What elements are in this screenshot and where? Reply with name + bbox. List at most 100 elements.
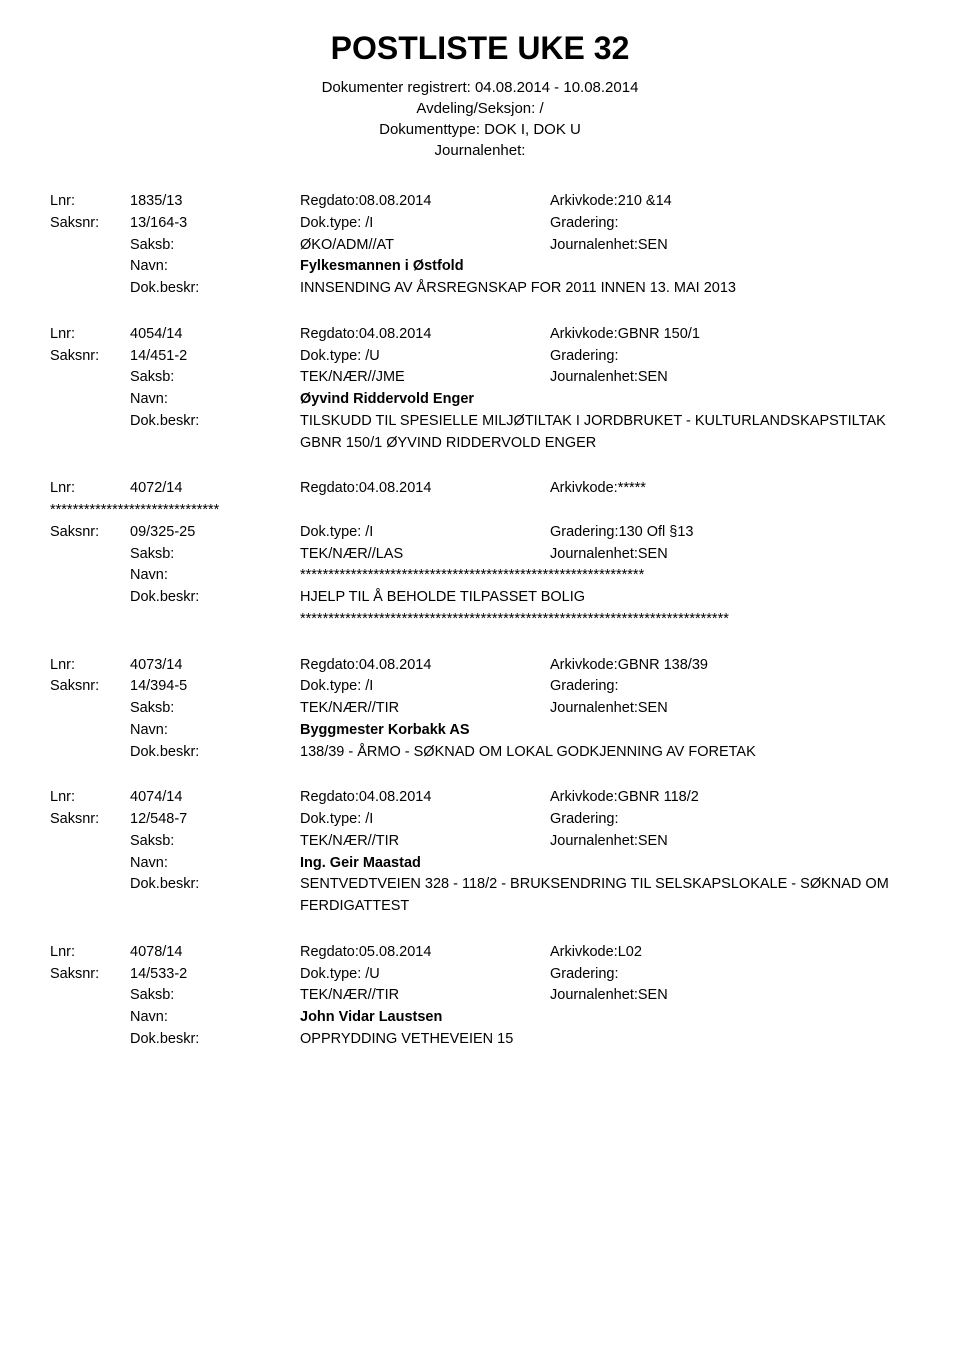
indent: [50, 587, 130, 609]
entry: Lnr:4073/14Regdato:04.08.2014Arkivkode:G…: [50, 655, 910, 764]
gradering: Gradering:: [550, 809, 910, 831]
entry-row-lnr: Lnr:4078/14Regdato:05.08.2014Arkivkode:L…: [50, 942, 910, 964]
saksnr-value: 13/164-3: [130, 213, 300, 235]
saksnr-value: 14/394-5: [130, 676, 300, 698]
dokbeskr-label: Dok.beskr:: [130, 411, 300, 455]
entry-row-saksb: Saksb:TEK/NÆR//TIRJournalenhet:SEN: [50, 698, 910, 720]
entry-row-dokbeskr: Dok.beskr:INNSENDING AV ÅRSREGNSKAP FOR …: [50, 278, 910, 300]
lnr-label: Lnr:: [50, 324, 130, 346]
lnr-value: 4078/14: [130, 942, 300, 964]
entry-row-saksb: Saksb:TEK/NÆR//JMEJournalenhet:SEN: [50, 367, 910, 389]
saksb-value: TEK/NÆR//JME: [300, 367, 550, 389]
entry: Lnr:4072/14Regdato:04.08.2014Arkivkode:*…: [50, 478, 910, 630]
saksnr-label: Saksnr:: [50, 346, 130, 368]
saksnr-label: Saksnr:: [50, 522, 130, 544]
entry-row-saksnr: Saksnr:13/164-3Dok.type: /IGradering:: [50, 213, 910, 235]
entry-row-lnr: Lnr:4074/14Regdato:04.08.2014Arkivkode:G…: [50, 787, 910, 809]
entry-row-dokbeskr: Dok.beskr:TILSKUDD TIL SPESIELLE MILJØTI…: [50, 411, 910, 455]
arkivkode: Arkivkode:L02: [550, 942, 910, 964]
doktype: Dok.type: /I: [300, 676, 550, 698]
entry-row-lnr: Lnr:4054/14Regdato:04.08.2014Arkivkode:G…: [50, 324, 910, 346]
doktype: Dok.type: /I: [300, 213, 550, 235]
lnr-value: 4072/14: [130, 478, 300, 500]
navn-value: Byggmester Korbakk AS: [300, 720, 900, 742]
entry-row-dokbeskr: Dok.beskr:HJELP TIL Å BEHOLDE TILPASSET …: [50, 587, 910, 609]
dokbeskr-label: Dok.beskr:: [130, 742, 300, 764]
journalenhet: Journalenhet:SEN: [550, 544, 910, 566]
entry-row-saksb: Saksb:TEK/NÆR//TIRJournalenhet:SEN: [50, 985, 910, 1007]
entry: Lnr:1835/13Regdato:08.08.2014Arkivkode:2…: [50, 191, 910, 300]
asterisk-separator-after: ****************************************…: [50, 609, 910, 631]
gradering: Gradering:: [550, 964, 910, 986]
saksb-label: Saksb:: [130, 985, 300, 1007]
saksnr-label: Saksnr:: [50, 964, 130, 986]
entry-row-navn: Navn:John Vidar Laustsen: [50, 1007, 910, 1029]
gradering: Gradering:: [550, 213, 910, 235]
saksnr-label: Saksnr:: [50, 809, 130, 831]
lnr-label: Lnr:: [50, 655, 130, 677]
saksnr-value: 14/533-2: [130, 964, 300, 986]
entry-row-saksb: Saksb:TEK/NÆR//TIRJournalenhet:SEN: [50, 831, 910, 853]
entries-list: Lnr:1835/13Regdato:08.08.2014Arkivkode:2…: [50, 191, 910, 1051]
regdato: Regdato:08.08.2014: [300, 191, 550, 213]
entry-row-saksnr: Saksnr:14/451-2Dok.type: /UGradering:: [50, 346, 910, 368]
doktype: Dok.type: /U: [300, 346, 550, 368]
entry: Lnr:4078/14Regdato:05.08.2014Arkivkode:L…: [50, 942, 910, 1051]
saksnr-value: 12/548-7: [130, 809, 300, 831]
entry-row-saksnr: Saksnr:12/548-7Dok.type: /IGradering:: [50, 809, 910, 831]
indent: [50, 235, 130, 257]
header-line-4: Journalenhet:: [50, 140, 910, 161]
dokbeskr-value: TILSKUDD TIL SPESIELLE MILJØTILTAK I JOR…: [300, 411, 900, 455]
entry-row-saksb: Saksb:TEK/NÆR//LASJournalenhet:SEN: [50, 544, 910, 566]
navn-value: Ing. Geir Maastad: [300, 853, 900, 875]
indent: [50, 1029, 130, 1051]
entry-row-navn: Navn:Byggmester Korbakk AS: [50, 720, 910, 742]
lnr-label: Lnr:: [50, 478, 130, 500]
indent: [50, 256, 130, 278]
navn-value: ****************************************…: [300, 565, 900, 587]
navn-label: Navn:: [130, 720, 300, 742]
entry-row-navn: Navn:Øyvind Riddervold Enger: [50, 389, 910, 411]
indent: [50, 367, 130, 389]
header-line-3: Dokumenttype: DOK I, DOK U: [50, 119, 910, 140]
navn-value: Øyvind Riddervold Enger: [300, 389, 900, 411]
arkivkode: Arkivkode:GBNR 138/39: [550, 655, 910, 677]
entry-row-lnr: Lnr:4072/14Regdato:04.08.2014Arkivkode:*…: [50, 478, 910, 500]
dokbeskr-value: 138/39 - ÅRMO - SØKNAD OM LOKAL GODKJENN…: [300, 742, 900, 764]
saksnr-label: Saksnr:: [50, 676, 130, 698]
navn-label: Navn:: [130, 389, 300, 411]
indent: [50, 720, 130, 742]
saksnr-label: Saksnr:: [50, 213, 130, 235]
entry-row-dokbeskr: Dok.beskr:OPPRYDDING VETHEVEIEN 15: [50, 1029, 910, 1051]
indent: [50, 742, 130, 764]
saksnr-value: 09/325-25: [130, 522, 300, 544]
gradering: Gradering:: [550, 676, 910, 698]
dokbeskr-value: HJELP TIL Å BEHOLDE TILPASSET BOLIG: [300, 587, 900, 609]
regdato: Regdato:04.08.2014: [300, 655, 550, 677]
entry-row-navn: Navn:Fylkesmannen i Østfold: [50, 256, 910, 278]
arkivkode: Arkivkode:*****: [550, 478, 910, 500]
journalenhet: Journalenhet:SEN: [550, 831, 910, 853]
entry-row-lnr: Lnr:4073/14Regdato:04.08.2014Arkivkode:G…: [50, 655, 910, 677]
dokbeskr-label: Dok.beskr:: [130, 587, 300, 609]
saksb-label: Saksb:: [130, 235, 300, 257]
lnr-label: Lnr:: [50, 191, 130, 213]
indent: [50, 565, 130, 587]
indent: [50, 831, 130, 853]
entry-row-navn: Navn:***********************************…: [50, 565, 910, 587]
asterisk-separator: ******************************: [50, 500, 910, 522]
navn-label: Navn:: [130, 256, 300, 278]
lnr-label: Lnr:: [50, 942, 130, 964]
header-line-2: Avdeling/Seksjon: /: [50, 98, 910, 119]
navn-label: Navn:: [130, 1007, 300, 1029]
dokbeskr-value: SENTVEDTVEIEN 328 - 118/2 - BRUKSENDRING…: [300, 874, 900, 918]
journalenhet: Journalenhet:SEN: [550, 367, 910, 389]
entry-row-dokbeskr: Dok.beskr:138/39 - ÅRMO - SØKNAD OM LOKA…: [50, 742, 910, 764]
dokbeskr-value: INNSENDING AV ÅRSREGNSKAP FOR 2011 INNEN…: [300, 278, 900, 300]
indent: [50, 1007, 130, 1029]
saksnr-value: 14/451-2: [130, 346, 300, 368]
indent2: [130, 609, 300, 631]
entry: Lnr:4074/14Regdato:04.08.2014Arkivkode:G…: [50, 787, 910, 918]
saksb-label: Saksb:: [130, 544, 300, 566]
indent: [50, 609, 130, 631]
